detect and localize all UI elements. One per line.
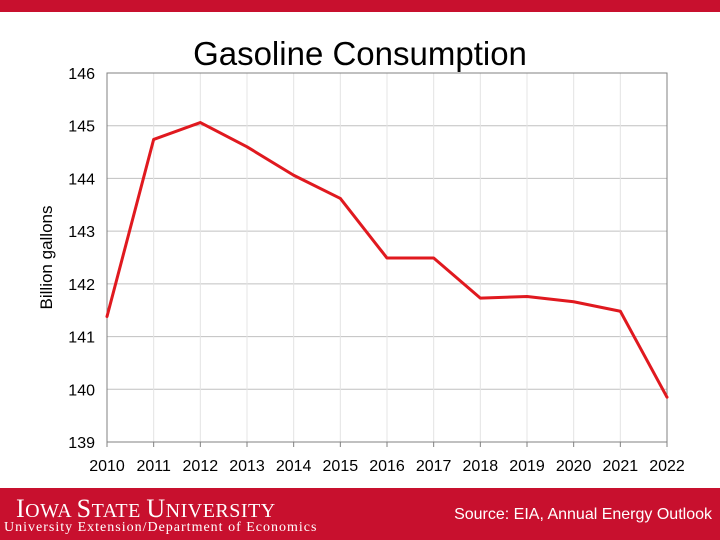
top-brand-bar [0,0,720,12]
x-tick-label: 2021 [603,458,639,475]
y-tick-label: 140 [68,382,95,399]
x-tick-label: 2014 [276,458,312,475]
x-tick-label: 2020 [556,458,592,475]
x-tick-label: 2019 [509,458,545,475]
data-point [292,174,295,177]
chart-title: Gasoline Consumption [193,35,527,72]
x-tick-label: 2015 [323,458,359,475]
x-tick-label: 2010 [89,458,125,475]
footer-department: University Extension/Department of Econo… [4,520,318,535]
plot-area-border [106,72,668,443]
data-point [245,145,249,148]
x-tick-label: 2022 [649,458,685,475]
line-chart: 139 140 141 142 143 144 145 146 2010 2011 2012 2013… [37,66,685,475]
y-tick-label: 145 [68,119,95,136]
data-point [432,256,435,260]
data-point [619,310,622,313]
x-tick-label: 2016 [369,458,405,475]
y-tick-label: 143 [68,224,95,241]
data-point [572,300,575,303]
y-tick-label: 144 [68,171,95,188]
data-point [665,395,669,399]
x-tick-label: 2017 [416,458,452,475]
iowa-state-university-logo: IOWA STATE UNIVERSITY [16,494,276,523]
x-tick-label: 2011 [136,458,171,475]
data-point [152,138,155,141]
x-tick-label: 2013 [229,458,265,475]
data-point [479,296,482,300]
source-note: Source: EIA, Annual Energy Outlook [454,506,712,523]
data-point [385,256,389,260]
x-tick-label: 2018 [463,458,499,475]
data-point [525,295,529,298]
data-point [339,197,342,200]
y-tick-label: 139 [68,435,95,452]
y-axis-label: Billion gallons [37,206,56,310]
y-tick-label: 142 [68,277,95,294]
x-tick-label: 2012 [183,458,219,475]
y-tick-label: 141 [68,330,95,347]
data-point [105,315,109,318]
data-point [199,121,202,124]
y-tick-label: 146 [68,66,95,83]
footer-bar [0,488,720,540]
